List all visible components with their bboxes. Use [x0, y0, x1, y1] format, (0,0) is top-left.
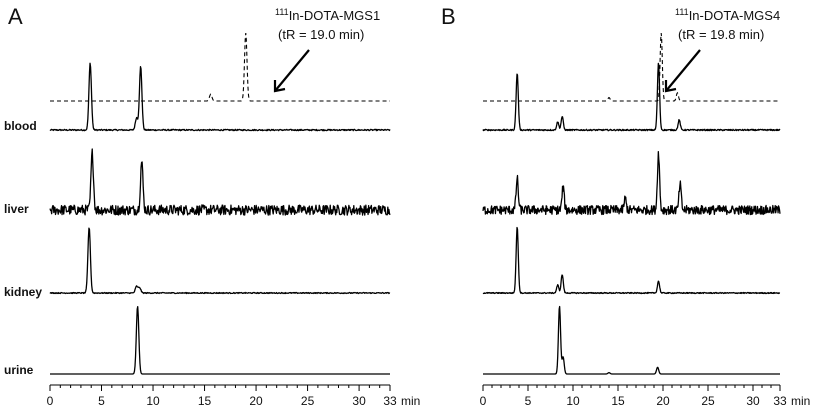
- panel-a: A 111In-DOTA-MGS1 (tR = 19.0 min) 0 5 10 15…: [8, 4, 420, 408]
- reference-trace-a: [50, 32, 390, 102]
- trace-blood-a: [49, 62, 391, 132]
- row-label-kidney: kidney: [4, 285, 42, 299]
- reference-trace-b: [483, 32, 780, 102]
- tick-label-a: 10: [146, 394, 160, 408]
- tick-label-b: 25: [701, 394, 715, 408]
- row-label-liver: liver: [4, 202, 29, 216]
- annotation-compound-b: 111In-DOTA-MGS4: [675, 7, 780, 23]
- trace-kidney-a: [49, 227, 391, 295]
- panel-b: B 111In-DOTA-MGS4 (tR = 19.8 min) 0 5 10 15…: [441, 4, 810, 408]
- trace-liver-b: [482, 150, 781, 216]
- trace-liver-a: [49, 148, 391, 216]
- annotation-arrow-a: [273, 49, 310, 93]
- panel-letter-a: A: [8, 4, 23, 29]
- annotation-name-a: In-DOTA-MGS1: [289, 8, 381, 23]
- row-labels: blood liver kidney urine: [4, 119, 42, 377]
- annotation-isotope-b: 111: [675, 7, 689, 17]
- trace-kidney-b: [482, 226, 781, 295]
- trace-urine-a: [49, 305, 391, 375]
- x-unit-label-a: min: [401, 394, 420, 408]
- row-label-urine: urine: [4, 363, 34, 377]
- annotation-retention-a: (tR = 19.0 min): [278, 27, 364, 42]
- tick-label-b: 10: [566, 394, 580, 408]
- x-unit-label-b: min: [791, 394, 810, 408]
- tick-label-b: 15: [611, 394, 625, 408]
- trace-urine-b: [482, 305, 781, 375]
- tick-label-a: 5: [98, 394, 105, 408]
- tick-label-b: 0: [480, 394, 487, 408]
- tick-label-b: 33: [773, 394, 787, 408]
- tick-label-b: 30: [746, 394, 760, 408]
- tick-label-a: 25: [301, 394, 315, 408]
- tick-label-a: 20: [249, 394, 263, 408]
- tick-label-b: 20: [656, 394, 670, 408]
- annotation-arrow-b: [664, 49, 701, 93]
- tick-label-a: 0: [47, 394, 54, 408]
- tick-label-a: 15: [198, 394, 212, 408]
- tick-label-b: 5: [525, 394, 532, 408]
- annotation-compound-a: 111In-DOTA-MGS1: [275, 7, 380, 23]
- row-label-blood: blood: [4, 119, 37, 133]
- annotation-retention-b: (tR = 19.8 min): [678, 27, 764, 42]
- tick-label-a: 30: [352, 394, 366, 408]
- tick-label-a: 33: [383, 394, 397, 408]
- panel-letter-b: B: [441, 4, 456, 29]
- annotation-isotope-a: 111: [275, 7, 289, 17]
- trace-blood-b: [482, 62, 781, 132]
- annotation-name-b: In-DOTA-MGS4: [689, 8, 781, 23]
